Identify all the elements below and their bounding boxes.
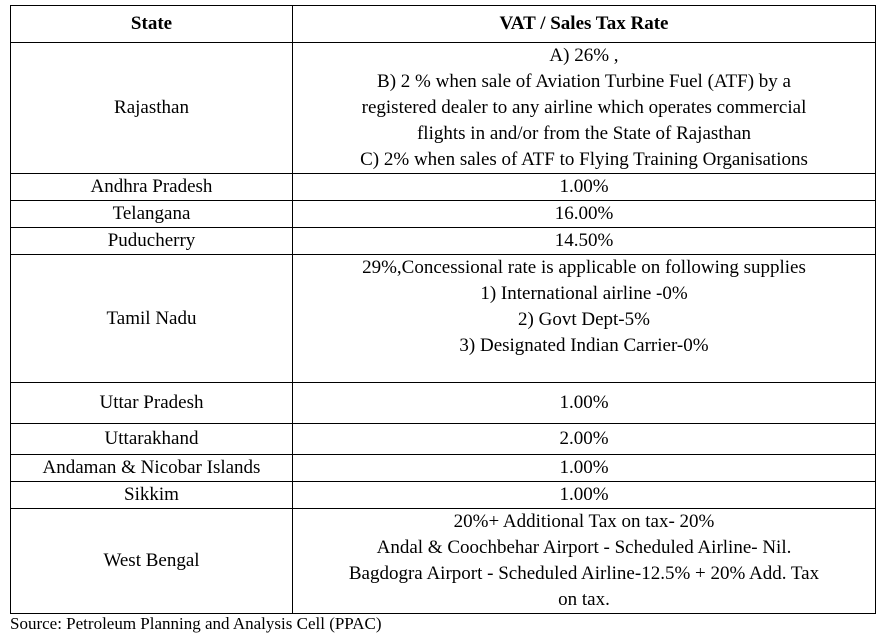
rate-line: 20%+ Additional Tax on tax- 20% xyxy=(453,511,715,532)
table-row: Rajasthan A) 26% , B) 2 % when sale of A… xyxy=(10,42,876,174)
table-row: Uttar Pradesh 1.00% xyxy=(10,382,876,424)
table-row: West Bengal 20%+ Additional Tax on tax- … xyxy=(10,508,876,614)
rate-cell-tamil-nadu: 29%,Concessional rate is applicable on f… xyxy=(292,254,876,383)
rate-line: registered dealer to any airline which o… xyxy=(361,97,807,118)
table-row: Uttarakhand 2.00% xyxy=(10,423,876,455)
rate-cell-rajasthan: A) 26% , B) 2 % when sale of Aviation Tu… xyxy=(292,42,876,174)
table-row: Telangana 16.00% xyxy=(10,200,876,228)
source-note: Source: Petroleum Planning and Analysis … xyxy=(10,614,382,633)
header-state: State xyxy=(10,5,293,43)
rate-cell-uttarakhand: 2.00% xyxy=(292,423,876,455)
state-cell-sikkim: Sikkim xyxy=(10,481,293,509)
rate-line: 3) Designated Indian Carrier-0% xyxy=(459,335,709,356)
rate-line: B) 2 % when sale of Aviation Turbine Fue… xyxy=(377,71,791,92)
rate-line: flights in and/or from the State of Raja… xyxy=(416,123,751,144)
rate-cell-uttar-pradesh: 1.00% xyxy=(292,382,876,424)
state-cell-west-bengal: West Bengal xyxy=(10,508,293,614)
rate-cell-andhra-pradesh: 1.00% xyxy=(292,173,876,201)
rate-cell-puducherry: 14.50% xyxy=(292,227,876,255)
rate-cell-andaman-nicobar: 1.00% xyxy=(292,454,876,482)
state-cell-puducherry: Puducherry xyxy=(10,227,293,255)
state-cell-rajasthan: Rajasthan xyxy=(10,42,293,174)
state-cell-tamil-nadu: Tamil Nadu xyxy=(10,254,293,383)
state-cell-telangana: Telangana xyxy=(10,200,293,228)
state-cell-uttar-pradesh: Uttar Pradesh xyxy=(10,382,293,424)
table-row: Puducherry 14.50% xyxy=(10,227,876,255)
rate-line: 1) International airline -0% xyxy=(480,283,688,304)
state-cell-uttarakhand: Uttarakhand xyxy=(10,423,293,455)
rate-line: 29%,Concessional rate is applicable on f… xyxy=(362,257,806,278)
rate-line: Bagdogra Airport - Scheduled Airline-12.… xyxy=(348,563,820,584)
table-row: Andaman & Nicobar Islands 1.00% xyxy=(10,454,876,482)
rate-line: C) 2% when sales of ATF to Flying Traini… xyxy=(360,149,808,170)
table-row: Sikkim 1.00% xyxy=(10,481,876,509)
state-cell-andaman-nicobar: Andaman & Nicobar Islands xyxy=(10,454,293,482)
rate-cell-sikkim: 1.00% xyxy=(292,481,876,509)
header-vat-rate: VAT / Sales Tax Rate xyxy=(292,5,876,43)
state-cell-andhra-pradesh: Andhra Pradesh xyxy=(10,173,293,201)
table-row: Andhra Pradesh 1.00% xyxy=(10,173,876,201)
rate-line: Andal & Coochbehar Airport - Scheduled A… xyxy=(376,537,792,558)
rate-cell-west-bengal: 20%+ Additional Tax on tax- 20% Andal & … xyxy=(292,508,876,614)
table-header-row: State VAT / Sales Tax Rate xyxy=(10,5,876,43)
table-row: Tamil Nadu 29%,Concessional rate is appl… xyxy=(10,254,876,383)
vat-rate-table: State VAT / Sales Tax Rate Rajasthan A) … xyxy=(10,5,876,614)
rate-line: A) 26% , xyxy=(549,45,619,66)
rate-line: 2) Govt Dept-5% xyxy=(518,309,650,330)
rate-line: on tax. xyxy=(558,589,610,610)
rate-cell-telangana: 16.00% xyxy=(292,200,876,228)
